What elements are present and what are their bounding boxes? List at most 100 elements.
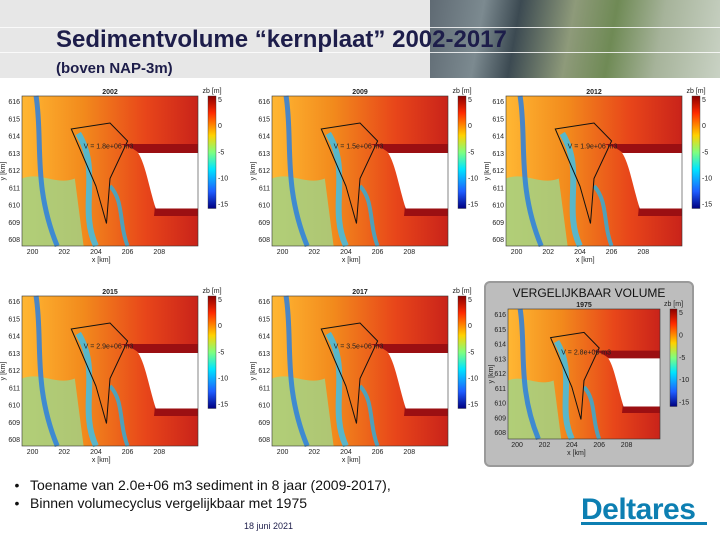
y-tick-label: 615 <box>258 116 270 123</box>
map-panel-2002: V = 1.8e+06 m3 2002 616 615 614 613 612 611 610 6… <box>0 84 236 276</box>
colorbar-tick: -5 <box>702 149 708 156</box>
colorbar-tick: -5 <box>218 349 224 356</box>
y-tick-label: 610 <box>258 203 270 210</box>
y-tick-label: 610 <box>492 203 504 210</box>
page-subtitle: (boven NAP-3m) <box>56 60 173 77</box>
y-tick-label: 610 <box>8 403 20 410</box>
colorbar-tick: -15 <box>468 202 478 209</box>
y-tick-label: 610 <box>8 203 20 210</box>
x-axis-label: x [km] <box>342 457 361 464</box>
colorbar-tick: -15 <box>218 402 228 409</box>
colorbar-tick: -15 <box>468 402 478 409</box>
x-tick-label: 206 <box>372 449 384 456</box>
x-tick-label: 200 <box>277 249 289 256</box>
y-axis-label: y [km] <box>0 162 7 181</box>
footer-date: 18 juni 2021 <box>244 521 294 531</box>
y-tick-label: 612 <box>8 168 20 175</box>
colorbar-tick: 5 <box>679 310 683 317</box>
colorbar-tick: -10 <box>468 375 478 382</box>
bathymetry-map: V = 3.5e+06 m3 2017 616 615 614 613 612 611 610 6… <box>250 288 478 464</box>
x-tick-label: 202 <box>58 449 70 456</box>
colorbar-tick: -5 <box>218 149 224 156</box>
bullet-list: • Toename van 2.0e+06 m3 sediment in 8 ja… <box>4 476 391 512</box>
y-tick-label: 614 <box>494 342 506 349</box>
y-tick-label: 613 <box>8 351 20 358</box>
volume-label: V = 3.5e+06 m3 <box>334 344 384 351</box>
colorbar-tick: 0 <box>218 123 222 130</box>
colorbar-tick: 0 <box>468 123 472 130</box>
colorbar-title: zb [m] <box>686 88 705 95</box>
colorbar-tick: 0 <box>702 123 706 130</box>
colorbar-tick: 5 <box>468 297 472 304</box>
colorbar-tick: 0 <box>218 323 222 330</box>
y-tick-label: 611 <box>259 385 270 392</box>
deltares-logo: Deltares <box>581 493 696 526</box>
list-item: • Toename van 2.0e+06 m3 sediment in 8 ja… <box>4 476 391 494</box>
y-tick-label: 608 <box>494 430 506 437</box>
panel-year: 2015 <box>102 289 118 296</box>
x-tick-label: 204 <box>574 249 586 256</box>
y-tick-label: 609 <box>8 420 20 427</box>
bathymetry-map: V = 1.5e+06 m3 2009 616 615 614 613 612 611 610 6… <box>250 88 478 264</box>
y-tick-label: 611 <box>259 185 270 192</box>
colorbar-tick: -5 <box>468 349 474 356</box>
colorbar-title: zb [m] <box>202 288 221 295</box>
x-tick-label: 206 <box>372 249 384 256</box>
x-tick-label: 200 <box>511 442 523 449</box>
y-tick-label: 612 <box>492 168 504 175</box>
logo-underline <box>581 522 707 525</box>
x-tick-label: 202 <box>539 442 551 449</box>
y-tick-label: 609 <box>258 420 270 427</box>
comparison-box: VERGELIJKBAAR VOLUME V = 2.8e+06 m3 1975 6… <box>484 281 694 467</box>
y-tick-label: 611 <box>9 185 20 192</box>
x-tick-label: 204 <box>340 249 352 256</box>
x-tick-label: 200 <box>27 249 39 256</box>
colorbar-tick: -15 <box>679 400 689 407</box>
x-tick-label: 208 <box>153 449 165 456</box>
y-tick-label: 608 <box>258 437 270 444</box>
colorbar-title: zb [m] <box>664 301 683 308</box>
y-tick-label: 614 <box>8 134 20 141</box>
y-tick-label: 616 <box>8 99 20 106</box>
y-tick-label: 610 <box>494 401 506 408</box>
x-axis-label: x [km] <box>92 257 111 264</box>
volume-label: V = 1.5e+06 m3 <box>334 144 384 151</box>
y-tick-label: 612 <box>258 168 270 175</box>
y-tick-label: 611 <box>495 386 506 393</box>
panel-year: 2002 <box>102 89 118 96</box>
colorbar-tick: -10 <box>679 377 689 384</box>
y-tick-label: 615 <box>8 316 20 323</box>
colorbar-tick: 5 <box>218 97 222 104</box>
x-tick-label: 200 <box>277 449 289 456</box>
colorbar-tick: -10 <box>702 175 712 182</box>
x-tick-label: 204 <box>90 249 102 256</box>
y-tick-label: 610 <box>258 403 270 410</box>
colorbar-tick: -5 <box>679 355 685 362</box>
x-tick-label: 204 <box>566 442 578 449</box>
bathymetry-map: V = 2.8e+06 m3 1975 616 615 614 613 612 611 610 6… <box>488 301 689 457</box>
x-tick-label: 204 <box>90 449 102 456</box>
bathymetry-map: V = 1.8e+06 m3 2002 616 615 614 613 612 611 610 6… <box>0 88 228 264</box>
y-tick-label: 615 <box>494 327 506 334</box>
y-tick-label: 615 <box>492 116 504 123</box>
y-tick-label: 609 <box>8 220 20 227</box>
y-tick-label: 614 <box>8 334 20 341</box>
x-tick-label: 206 <box>606 249 618 256</box>
x-tick-label: 208 <box>621 442 633 449</box>
y-tick-label: 612 <box>258 368 270 375</box>
volume-label: V = 1.8e+06 m3 <box>84 144 134 151</box>
y-axis-label: y [km] <box>250 162 257 181</box>
x-tick-label: 202 <box>308 449 320 456</box>
y-tick-label: 616 <box>492 99 504 106</box>
map-panel-2009: V = 1.5e+06 m3 2009 616 615 614 613 612 611 610 6… <box>250 84 486 276</box>
y-tick-label: 609 <box>258 220 270 227</box>
y-tick-label: 614 <box>492 134 504 141</box>
y-tick-label: 615 <box>258 316 270 323</box>
y-tick-label: 608 <box>258 237 270 244</box>
y-tick-label: 611 <box>493 185 504 192</box>
y-axis-label: y [km] <box>484 162 491 181</box>
colorbar-tick: 5 <box>468 97 472 104</box>
y-tick-label: 614 <box>258 334 270 341</box>
colorbar-tick: 5 <box>218 297 222 304</box>
x-tick-label: 202 <box>542 249 554 256</box>
